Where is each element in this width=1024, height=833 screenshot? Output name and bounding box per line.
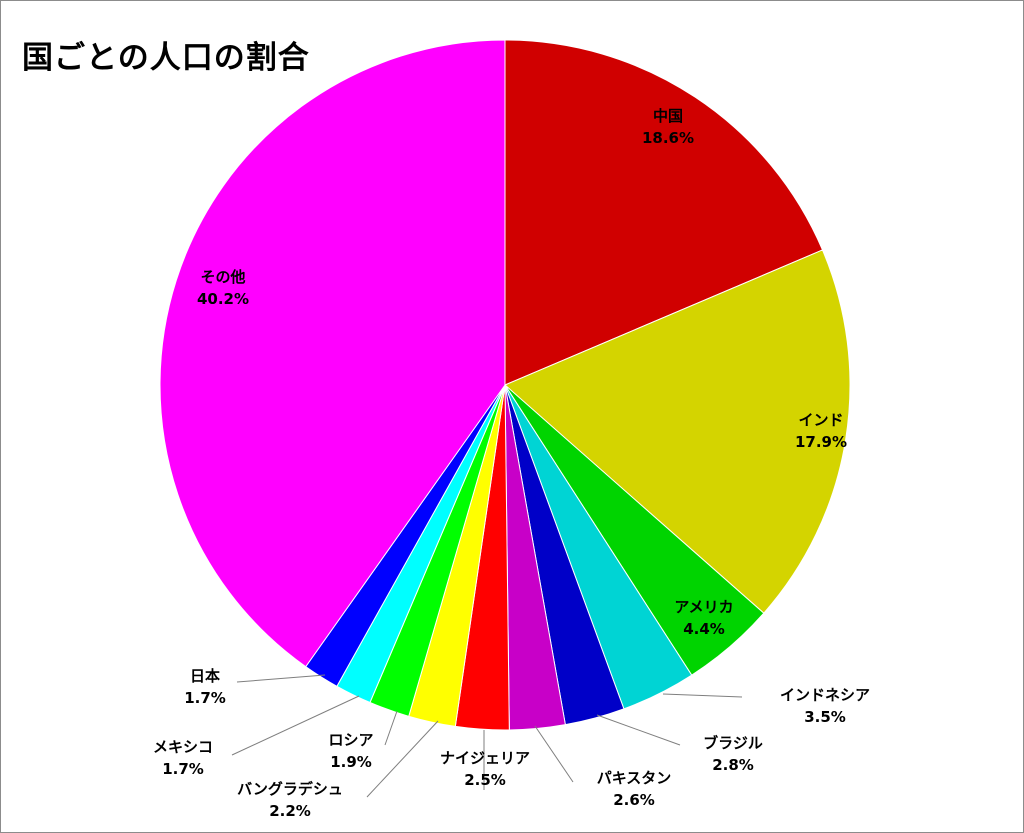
- chart-title: 国ごとの人口の割合: [22, 40, 310, 76]
- slice-label: パキスタン 2.6%: [597, 769, 672, 809]
- leader-line: [366, 720, 439, 798]
- slice-label-name: ナイジェリア: [440, 749, 530, 767]
- pie-slice: [504, 249, 851, 614]
- slice-label: ナイジェリア 2.5%: [440, 749, 530, 789]
- leader-line: [662, 693, 743, 698]
- pie-slice: [504, 39, 824, 386]
- slice-label-value: 2.2%: [269, 802, 311, 820]
- slice-label: 中国 18.6%: [642, 107, 694, 147]
- slice-label-value: 17.9%: [795, 433, 847, 451]
- slice-label-name: インドネシア: [780, 686, 870, 704]
- slice-label-value: 2.8%: [712, 756, 754, 774]
- slice-label-name: インド: [798, 411, 843, 429]
- slice-label-value: 1.7%: [184, 689, 226, 707]
- slice-label-value: 2.5%: [464, 771, 506, 789]
- slice-label-value: 18.6%: [642, 129, 694, 147]
- slice-label: ブラジル 2.8%: [703, 734, 763, 774]
- slice-label-name: アメリカ: [674, 598, 733, 616]
- leader-line: [384, 710, 398, 746]
- slice-label-name: ロシア: [328, 731, 373, 749]
- slice-label: インド 17.9%: [795, 411, 847, 451]
- slice-label: メキシコ 1.7%: [153, 738, 213, 778]
- leader-line: [231, 695, 360, 756]
- slice-label-value: 1.9%: [330, 753, 372, 771]
- slice-label: 日本 1.7%: [184, 667, 226, 707]
- slice-label-name: 中国: [653, 107, 683, 125]
- slice-label-name: バングラデシュ: [237, 780, 343, 798]
- slice-label-value: 2.6%: [613, 791, 655, 809]
- pie-slice: [159, 39, 506, 668]
- leader-line: [236, 674, 326, 683]
- slice-label-name: その他: [200, 268, 245, 286]
- slice-label-name: パキスタン: [597, 769, 672, 787]
- leader-line: [534, 725, 574, 783]
- slice-label-value: 40.2%: [197, 290, 249, 308]
- leader-line: [596, 714, 681, 746]
- slice-label-value: 4.4%: [683, 620, 725, 638]
- slice-label-value: 3.5%: [804, 708, 846, 726]
- slice-label-name: ブラジル: [703, 734, 763, 752]
- slice-label-name: メキシコ: [153, 738, 213, 756]
- slice-label: インドネシア 3.5%: [780, 686, 870, 726]
- slice-label: アメリカ 4.4%: [674, 598, 733, 638]
- slice-label-name: 日本: [190, 667, 220, 685]
- slice-label: ロシア 1.9%: [328, 731, 373, 771]
- slice-label: その他 40.2%: [197, 268, 249, 308]
- slice-label-value: 1.7%: [162, 760, 204, 778]
- slice-label: バングラデシュ 2.2%: [237, 780, 343, 820]
